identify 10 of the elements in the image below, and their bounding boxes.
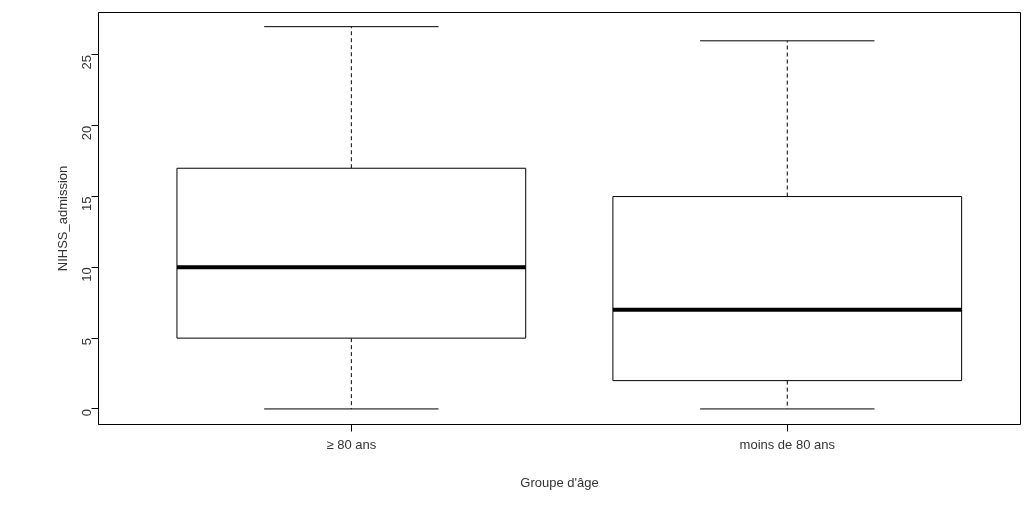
x-axis-title: Groupe d'âge [520,474,599,490]
y-axis-title: NIHSS_admission [54,165,70,272]
y-tick-label: 15 [79,196,94,212]
y-tick-label: 20 [79,125,94,141]
y-tick-label: 5 [79,338,94,346]
y-tick-label: 25 [79,54,94,70]
x-tick-label: ≥ 80 ans [326,436,377,452]
y-tick-label: 0 [79,408,94,417]
x-tick-label: moins de 80 ans [739,436,836,452]
y-tick-label: 10 [79,267,94,282]
